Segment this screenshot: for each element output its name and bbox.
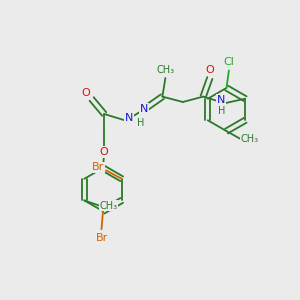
Text: N: N — [125, 113, 134, 123]
Text: Br: Br — [92, 162, 104, 172]
Text: CH₃: CH₃ — [241, 134, 259, 145]
Text: Br: Br — [95, 232, 108, 243]
Text: O: O — [82, 88, 91, 98]
Text: Cl: Cl — [224, 57, 234, 68]
Text: CH₃: CH₃ — [156, 64, 175, 75]
Text: O: O — [206, 64, 214, 75]
Text: CH₃: CH₃ — [99, 201, 117, 211]
Text: N: N — [217, 94, 225, 105]
Text: O: O — [100, 147, 109, 157]
Text: H: H — [136, 118, 144, 128]
Text: H: H — [218, 106, 225, 116]
Text: N: N — [140, 104, 148, 114]
